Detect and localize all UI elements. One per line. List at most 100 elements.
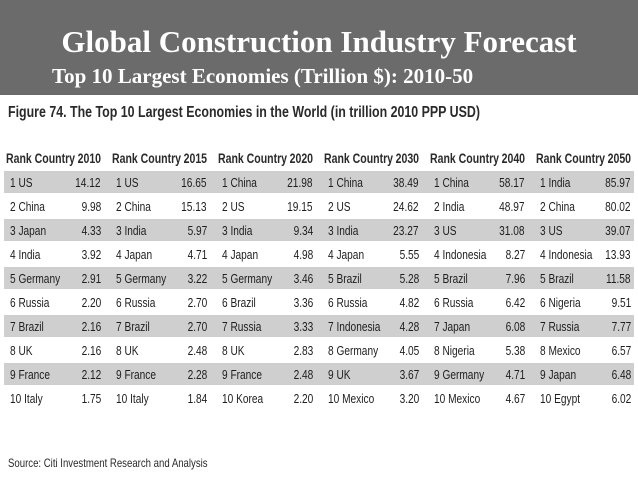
gdp-value-cell: 2.16 [81, 342, 101, 358]
gdp-value-cell: 48.97 [499, 198, 525, 214]
rank-country-cell: 6 Brazil [222, 294, 256, 310]
rank-country-cell: 1 India [540, 174, 571, 190]
year-header: 2015 [183, 150, 207, 166]
rank-country-cell: 7 Brazil [10, 318, 44, 334]
rank-country-cell: 5 Brazil [540, 270, 574, 286]
rank-country-cell: 3 US [434, 222, 457, 238]
rank-country-cell: 8 UK [222, 342, 245, 358]
rank-country-cell: 8 Nigeria [434, 342, 475, 358]
rank-country-cell: 10 Egypt [540, 390, 581, 406]
rank-country-cell: 9 France [10, 366, 51, 382]
gdp-value-cell: 21.98 [287, 174, 313, 190]
rank-country-cell: 4 Japan [116, 246, 153, 262]
rank-country-cell: 9 France [222, 366, 263, 382]
gdp-value-cell: 7.77 [611, 318, 631, 334]
gdp-value-cell: 4.33 [81, 222, 101, 238]
rank-country-cell: 8 Mexico [540, 342, 581, 358]
table-row: 2 China 9.98 2 China 15.13 2 US 19.15 2 US 24.6… [4, 195, 634, 217]
rank-country-cell: 3 India [116, 222, 147, 238]
gdp-value-cell: 3.33 [293, 318, 313, 334]
gdp-value-cell: 2.16 [81, 318, 101, 334]
rank-country-cell: 9 UK [328, 366, 351, 382]
economies-table: Rank Country 2010 Rank Country 2015 Rank Cou… [4, 148, 634, 411]
gdp-value-cell: 31.08 [499, 222, 525, 238]
rank-country-cell: 8 UK [116, 342, 139, 358]
rank-country-cell: 7 Russia [540, 318, 580, 334]
gdp-value-cell: 4.82 [399, 294, 419, 310]
gdp-value-cell: 4.28 [399, 318, 419, 334]
rank-country-cell: 6 Russia [116, 294, 156, 310]
gdp-value-cell: 9.34 [293, 222, 313, 238]
gdp-value-cell: 6.57 [611, 342, 631, 358]
rank-country-cell: 2 China [540, 198, 575, 214]
rank-country-cell: 4 Japan [328, 246, 365, 262]
year-header: 2030 [395, 150, 419, 166]
rank-country-cell: 2 India [434, 198, 465, 214]
rank-country-cell: 2 China [116, 198, 151, 214]
rank-country-cell: 1 US [10, 174, 33, 190]
rank-country-cell: 7 Japan [434, 318, 471, 334]
gdp-value-cell: 2.48 [187, 342, 207, 358]
table-row: 6 Russia 2.20 6 Russia 2.70 6 Brazil 3.36 6 Ru… [4, 291, 634, 313]
gdp-value-cell: 3.20 [399, 390, 419, 406]
rank-country-cell: 1 China [222, 174, 257, 190]
rank-country-cell: 1 China [434, 174, 469, 190]
gdp-value-cell: 58.17 [499, 174, 525, 190]
gdp-value-cell: 4.05 [399, 342, 419, 358]
gdp-value-cell: 24.62 [393, 198, 419, 214]
table-row: 4 India 3.92 4 Japan 4.71 4 Japan 4.98 4 Japan… [4, 243, 634, 265]
year-header: 2020 [289, 150, 313, 166]
rank-country-cell: 2 US [328, 198, 351, 214]
gdp-value-cell: 2.70 [187, 294, 207, 310]
gdp-value-cell: 13.93 [605, 246, 631, 262]
gdp-value-cell: 15.13 [181, 198, 207, 214]
rank-country-cell: 6 Russia [434, 294, 474, 310]
gdp-value-cell: 19.15 [287, 198, 313, 214]
gdp-value-cell: 5.55 [399, 246, 419, 262]
gdp-value-cell: 6.48 [611, 366, 631, 382]
gdp-value-cell: 80.02 [605, 198, 631, 214]
rank-country-cell: 5 Brazil [328, 270, 362, 286]
gdp-value-cell: 9.98 [81, 198, 101, 214]
gdp-value-cell: 3.36 [293, 294, 313, 310]
table-row: 8 UK 2.16 8 UK 2.48 8 UK 2.83 8 Germany 4.05 8 N… [4, 339, 634, 361]
rank-country-header: Rank Country [112, 150, 182, 166]
rank-country-cell: 5 Germany [10, 270, 61, 286]
gdp-value-cell: 2.91 [81, 270, 101, 286]
year-header: 2010 [77, 150, 101, 166]
year-header: 2040 [501, 150, 525, 166]
rank-country-cell: 2 US [222, 198, 245, 214]
slide-title: Global Construction Industry Forecast [61, 24, 577, 59]
rank-country-cell: 2 China [10, 198, 45, 214]
gdp-value-cell: 4.71 [187, 246, 207, 262]
rank-country-header: Rank Country [324, 150, 394, 166]
table-row: 5 Germany 2.91 5 Germany 3.22 5 Germany 3.46 5… [4, 267, 634, 289]
title-banner: Global Construction Industry Forecast To… [0, 0, 638, 95]
rank-country-header: Rank Country [218, 150, 288, 166]
gdp-value-cell: 6.02 [611, 390, 631, 406]
rank-country-cell: 8 UK [10, 342, 33, 358]
rank-country-cell: 4 Indonesia [540, 246, 593, 262]
gdp-value-cell: 3.22 [187, 270, 207, 286]
gdp-value-cell: 2.28 [187, 366, 207, 382]
gdp-value-cell: 9.51 [611, 294, 631, 310]
gdp-value-cell: 3.92 [81, 246, 101, 262]
rank-country-cell: 1 US [116, 174, 139, 190]
gdp-value-cell: 2.20 [81, 294, 101, 310]
gdp-value-cell: 4.98 [293, 246, 313, 262]
rank-country-cell: 4 Japan [222, 246, 259, 262]
gdp-value-cell: 4.71 [505, 366, 525, 382]
rank-country-cell: 6 Russia [10, 294, 50, 310]
gdp-value-cell: 2.48 [293, 366, 313, 382]
gdp-value-cell: 5.97 [187, 222, 207, 238]
gdp-value-cell: 3.67 [399, 366, 419, 382]
source-note: Source: Citi Investment Research and Ana… [8, 456, 208, 470]
gdp-value-cell: 6.42 [505, 294, 525, 310]
gdp-value-cell: 1.84 [187, 390, 207, 406]
gdp-value-cell: 4.67 [505, 390, 525, 406]
gdp-value-cell: 8.27 [505, 246, 525, 262]
rank-country-cell: 8 Germany [328, 342, 379, 358]
rank-country-header: Rank Country [430, 150, 500, 166]
rank-country-cell: 4 India [10, 246, 41, 262]
gdp-value-cell: 5.38 [505, 342, 525, 358]
